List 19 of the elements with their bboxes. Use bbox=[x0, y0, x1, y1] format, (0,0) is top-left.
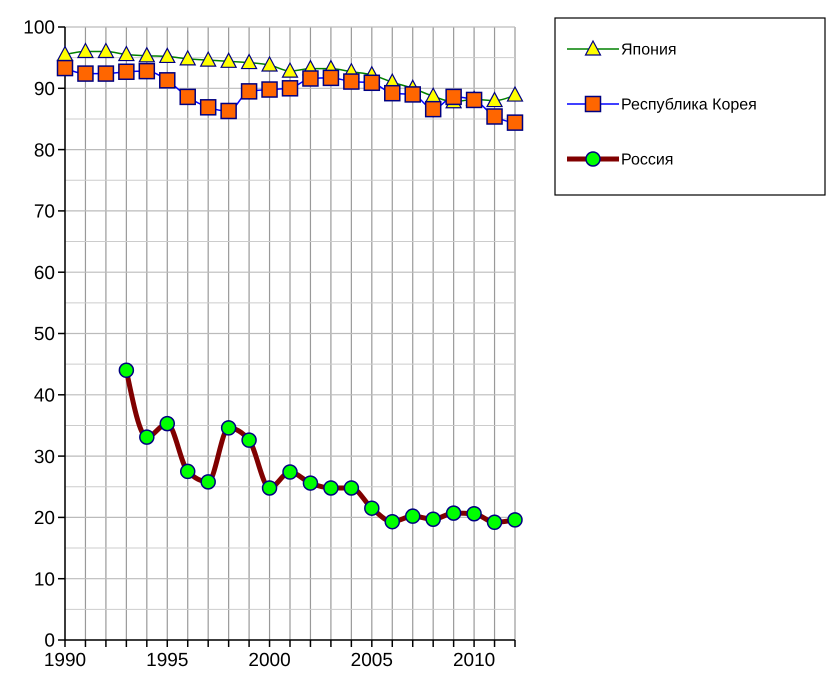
y-tick-label: 100 bbox=[23, 18, 55, 39]
y-tick-label: 90 bbox=[34, 78, 55, 100]
y-tick-label: 50 bbox=[34, 324, 55, 346]
y-tick-label: 60 bbox=[34, 262, 55, 284]
y-tick-label: 40 bbox=[34, 385, 55, 406]
x-tick-label: 1995 bbox=[146, 650, 188, 671]
y-tick-label: 10 bbox=[34, 569, 55, 590]
legend-label: Япония bbox=[621, 42, 677, 59]
y-tick-label: 0 bbox=[44, 630, 55, 652]
y-tick-label: 30 bbox=[34, 446, 55, 468]
x-tick-label: 2005 bbox=[350, 650, 393, 671]
legend-label: Россия bbox=[621, 152, 674, 169]
y-tick-label: 80 bbox=[34, 140, 55, 162]
legend-label: Республика Корея bbox=[621, 96, 757, 114]
y-tick-label: 70 bbox=[34, 202, 55, 223]
x-tick-label: 2000 bbox=[248, 650, 291, 671]
x-tick-label: 2010 bbox=[452, 650, 496, 671]
x-tick-label: 1990 bbox=[44, 650, 86, 671]
y-tick-label: 20 bbox=[34, 508, 55, 530]
